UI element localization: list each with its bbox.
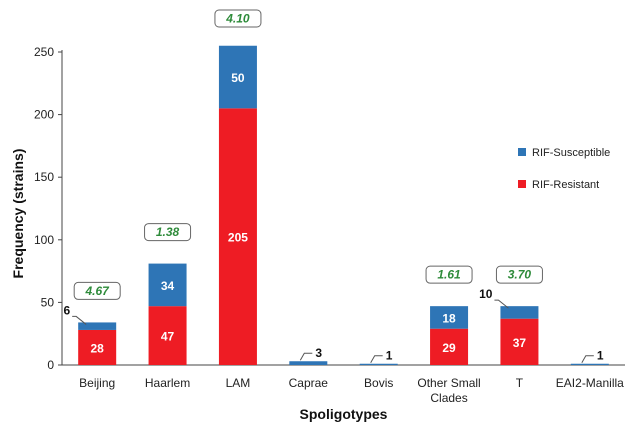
data-label-susceptible: 18 [442,311,456,325]
y-tick-label: 0 [47,358,54,372]
data-label-resistant: 37 [513,336,527,350]
bar-rif-resistant [78,329,117,365]
leader-line [370,355,383,363]
leader-line [494,299,509,309]
x-tick-label: Haarlem [145,376,190,390]
ratio-value: 1.38 [156,225,180,239]
bar-rif-susceptible [500,306,539,319]
x-axis: Beijing Haarlem LAM Caprae Bovis Other Small C… [62,364,625,405]
data-label-susceptible: 10 [479,287,493,301]
leader-line [72,315,87,325]
x-tick-label: Caprae [289,376,329,390]
y-axis: 0 50 100 150 200 250 [34,45,63,372]
data-label-susceptible: 1 [386,349,393,363]
ratio-box [425,265,473,284]
data-label-resistant: 28 [91,341,105,355]
ratio-box [214,9,262,28]
bar-rif-susceptible [218,45,257,109]
legend-swatch [518,180,526,188]
data-label-susceptible: 1 [597,349,604,363]
y-tick-label: 200 [34,108,54,122]
y-tick-label: 150 [34,170,54,184]
ratio-value: 4.10 [225,12,250,26]
data-label-resistant: 47 [161,330,175,344]
bar-rif-resistant [500,318,539,365]
y-axis-title: Frequency (strains) [10,149,26,279]
bar-rif-susceptible [359,363,398,365]
bar-rif-resistant [430,328,469,365]
ratio-value: 3.70 [508,268,532,282]
bar-rif-susceptible [289,361,328,365]
bar-rif-susceptible [148,263,187,307]
x-tick-label: EAI2-Manilla [556,376,624,390]
y-tick-label: 250 [34,45,54,59]
data-label-susceptible: 50 [231,71,245,85]
ratio-box [73,281,121,300]
x-axis-title: Spoligotypes [300,406,388,422]
data-label-susceptible: 3 [315,346,322,360]
ratio-boxes: 4.67 1.38 4.10 1.61 3.70 [73,9,543,300]
bar-rif-resistant [218,108,257,365]
data-label-resistant: 29 [442,341,456,355]
ratio-box [495,265,543,284]
x-tick-label: T [516,376,524,390]
bar-rif-resistant [148,306,187,365]
bar-rif-susceptible [430,306,469,329]
data-label-resistant: 205 [228,231,248,245]
data-label-susceptible: 6 [64,303,71,317]
legend-swatch [518,148,526,156]
y-tick-label: 100 [34,233,54,247]
x-tick-label: Other Small Clades [417,376,480,405]
y-tick-label: 50 [41,295,55,309]
ratio-value: 1.61 [437,268,461,282]
x-tick-label: Bovis [364,376,393,390]
legend-label: RIF-Susceptible [532,147,610,159]
legend-label: RIF-Resistant [532,179,599,191]
ratio-value: 4.67 [85,284,111,298]
bar-rif-susceptible [570,363,609,365]
leader-line [581,355,594,363]
data-label-susceptible: 34 [161,279,175,293]
ratio-box [144,223,192,242]
x-tick-label: Beijing [79,376,115,390]
leader-line [299,352,313,361]
bar-rif-susceptible [78,322,117,330]
bars [78,45,609,365]
x-tick-label: LAM [226,376,251,390]
legend: RIF-Susceptible RIF-Resistant [518,147,610,191]
data-labels: 28 6 47 34 205 50 3 1 29 18 37 10 1 [64,71,604,363]
